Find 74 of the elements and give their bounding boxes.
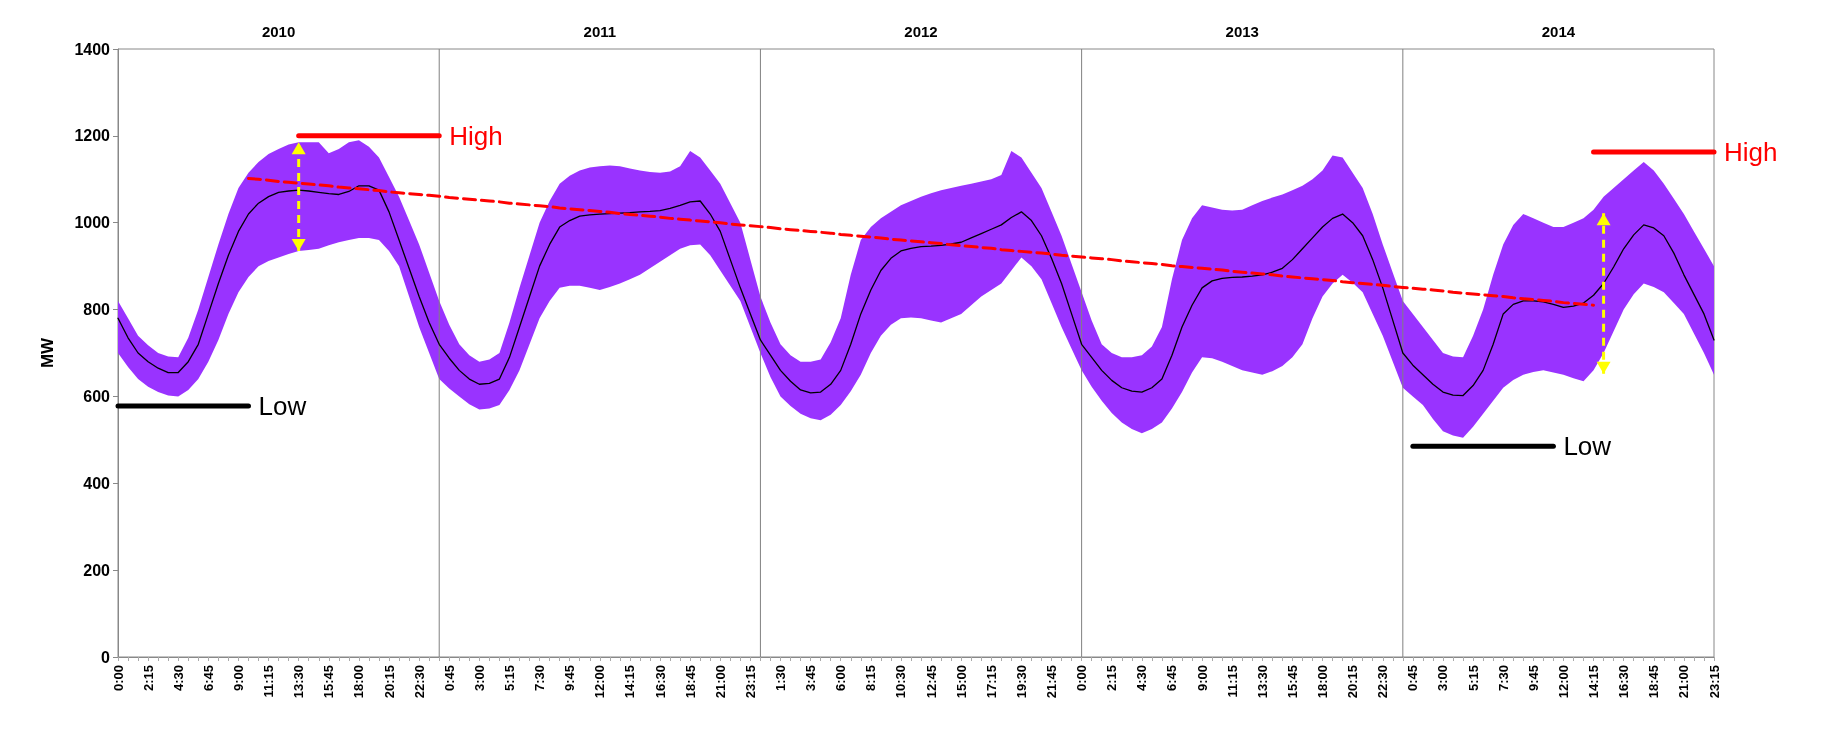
text: 2010 xyxy=(261,23,296,40)
x-tick-label: 13:30 xyxy=(1254,665,1270,699)
x-tick-label: 15:00 xyxy=(953,665,969,699)
x-tick-label: 3:00 xyxy=(471,665,487,692)
x-tick-label: 15:45 xyxy=(321,665,337,699)
x-tick-label: 0:00 xyxy=(110,665,126,692)
x-tick-label: 9:45 xyxy=(562,665,578,692)
x-tick-label: 8:15 xyxy=(863,665,879,692)
y-tick-label: 400 xyxy=(83,474,111,492)
text: 2011 xyxy=(583,23,617,40)
series-label: High xyxy=(449,120,503,151)
y-axis-title: MW xyxy=(38,336,57,369)
x-tick-label: 6:00 xyxy=(833,665,849,692)
x-tick-label: 6:45 xyxy=(200,665,216,692)
text: 2012 xyxy=(904,23,938,40)
x-tick-label: 0:00 xyxy=(1074,665,1090,692)
x-tick-label: 21:00 xyxy=(1676,665,1692,699)
y-tick-label: 200 xyxy=(83,561,111,579)
x-tick-label: 13:30 xyxy=(291,665,307,699)
x-tick-label: 21:45 xyxy=(1044,665,1060,699)
x-tick-label: 14:15 xyxy=(622,665,638,699)
x-tick-label: 12:00 xyxy=(592,665,608,699)
x-tick-label: 17:15 xyxy=(983,665,999,699)
x-tick-label: 2:15 xyxy=(1104,665,1120,692)
x-tick-label: 5:15 xyxy=(501,665,517,692)
x-tick-label: 20:15 xyxy=(381,665,397,699)
x-tick-label: 22:30 xyxy=(411,665,427,699)
line-series xyxy=(117,185,1715,397)
x-tick-label: 9:00 xyxy=(230,665,246,692)
x-tick-label: 4:30 xyxy=(170,665,186,692)
x-tick-label: 4:30 xyxy=(1134,665,1150,692)
y-tick-label: 600 xyxy=(83,387,111,405)
series-label: High xyxy=(1724,136,1778,167)
x-tick-label: 5:15 xyxy=(1465,665,1481,692)
x-tick-label: 0:45 xyxy=(1405,665,1421,692)
x-tick-label: 16:30 xyxy=(1616,665,1632,699)
x-tick-label: 7:30 xyxy=(532,665,548,692)
text: 2014 xyxy=(1541,23,1576,40)
line-series xyxy=(246,176,1596,307)
x-tick-label: 21:00 xyxy=(712,665,728,699)
x-tick-label: 10:30 xyxy=(893,665,909,699)
text: 2013 xyxy=(1225,23,1259,40)
x-tick-label: 18:45 xyxy=(682,665,698,699)
x-tick-label: 19:30 xyxy=(1013,665,1029,699)
x-tick-label: 18:00 xyxy=(351,665,367,699)
x-tick-label: 18:45 xyxy=(1646,665,1662,699)
x-tick-label: 12:00 xyxy=(1555,665,1571,699)
x-tick-label: 15:45 xyxy=(1284,665,1300,699)
y-tick-label: 1000 xyxy=(74,214,111,232)
x-tick-label: 3:45 xyxy=(803,665,819,692)
x-tick-label: 9:00 xyxy=(1194,665,1210,692)
x-tick-label: 3:00 xyxy=(1435,665,1451,692)
x-tick-label: 22:30 xyxy=(1375,665,1391,699)
x-tick-label: 23:15 xyxy=(1706,665,1722,699)
y-tick-label: 800 xyxy=(83,301,111,319)
x-tick-label: 6:45 xyxy=(1164,665,1180,692)
series-label: Low xyxy=(258,390,307,421)
x-tick-label: 1:30 xyxy=(772,665,788,692)
x-tick-label: 20:15 xyxy=(1345,665,1361,699)
x-tick-label: 0:45 xyxy=(441,665,457,692)
y-tick-label: 1200 xyxy=(74,127,111,145)
x-tick-label: 9:45 xyxy=(1525,665,1541,692)
x-tick-label: 12:45 xyxy=(923,665,939,699)
x-tick-label: 23:15 xyxy=(742,665,758,699)
x-tick-label: 11:15 xyxy=(1224,665,1240,698)
x-tick-label: 16:30 xyxy=(652,665,668,699)
y-tick-label: 0 xyxy=(101,648,111,666)
y-tick-label: 1400 xyxy=(74,40,111,58)
x-tick-label: 14:15 xyxy=(1586,665,1602,699)
x-tick-label: 2:15 xyxy=(140,665,156,692)
series-label: Low xyxy=(1563,431,1612,462)
x-tick-label: 7:30 xyxy=(1495,665,1511,692)
x-tick-label: 11:15 xyxy=(261,665,277,698)
x-tick-label: 18:00 xyxy=(1315,665,1331,699)
